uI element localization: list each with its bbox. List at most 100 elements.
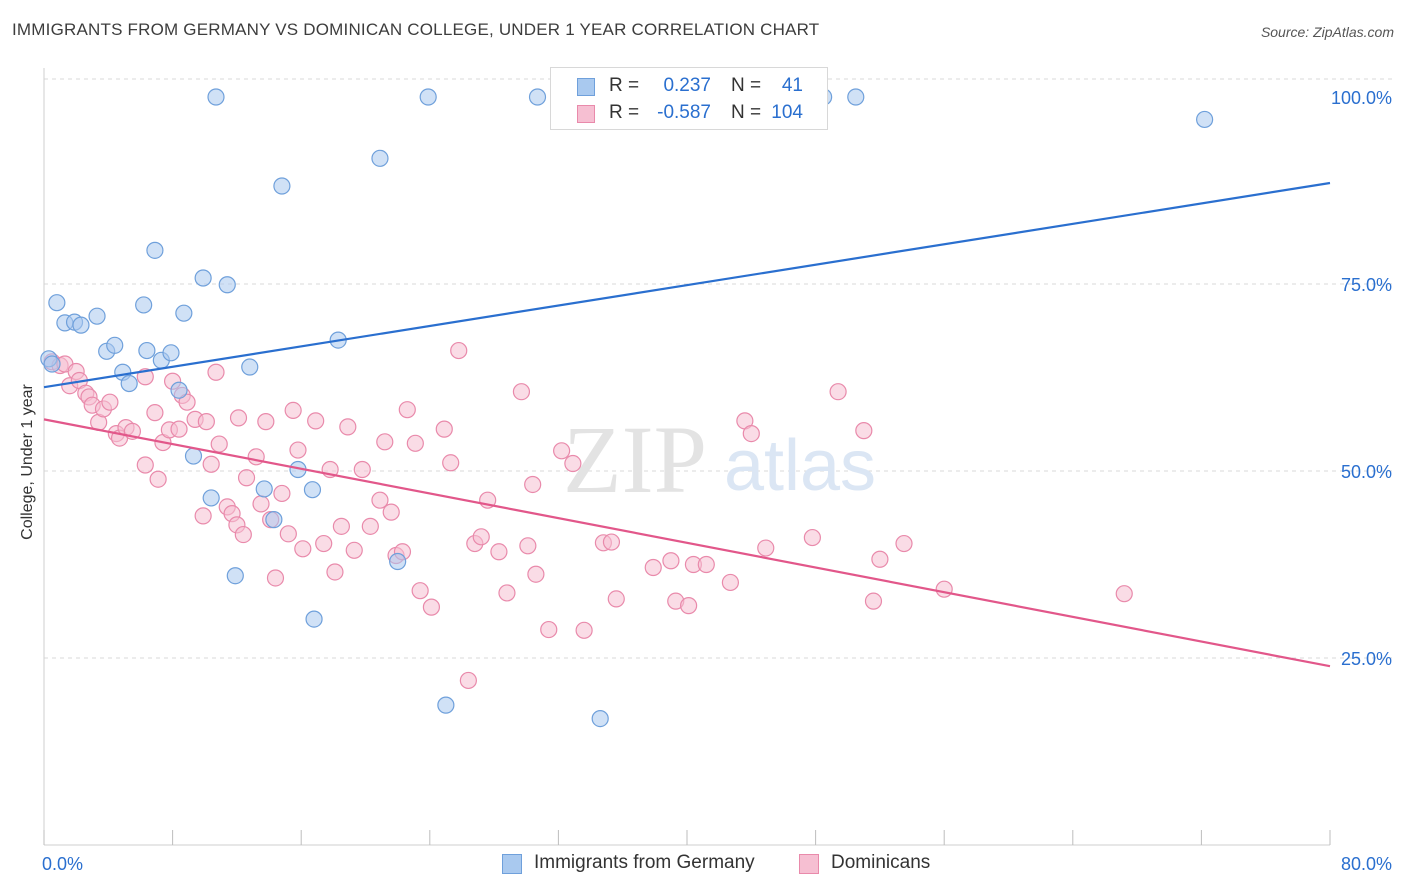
dominicans-point bbox=[864, 592, 883, 610]
germany-point bbox=[135, 296, 153, 314]
legend-n-label: N = bbox=[731, 102, 762, 123]
correlation-legend: R = 0.237 N = 41 R = -0.587 N = 104 bbox=[550, 67, 828, 130]
germany-point bbox=[305, 610, 323, 628]
dominicans-point bbox=[326, 563, 344, 581]
dominicans-point bbox=[247, 448, 265, 466]
dominicans-point bbox=[237, 469, 256, 487]
dominicans-point bbox=[382, 503, 400, 521]
dominicans-point bbox=[266, 569, 285, 587]
dominicans-point bbox=[855, 422, 873, 440]
dominicans-point bbox=[207, 363, 225, 381]
germany-point bbox=[419, 88, 437, 106]
dominicans-point bbox=[279, 525, 297, 543]
dominicans-point bbox=[1115, 585, 1133, 603]
dominicans-point bbox=[202, 455, 220, 473]
germany-point bbox=[218, 276, 236, 294]
source-label: Source: ZipAtlas.com bbox=[1260, 24, 1394, 40]
dominicans-point bbox=[527, 565, 545, 583]
legend-label-dominicans: Dominicans bbox=[831, 852, 931, 873]
germany-point bbox=[273, 177, 291, 195]
dominicans-point bbox=[680, 597, 698, 615]
dominicans-point bbox=[644, 558, 662, 577]
dominicans-point bbox=[136, 456, 154, 474]
dominicans-point bbox=[371, 491, 389, 509]
germany-point bbox=[146, 241, 164, 259]
legend-label-germany: Immigrants from Germany bbox=[534, 852, 755, 873]
dominicans-points bbox=[43, 341, 1133, 690]
germany-point bbox=[184, 447, 203, 465]
germany-point bbox=[303, 481, 322, 499]
dominicans-point bbox=[459, 671, 477, 690]
germany-point bbox=[202, 489, 220, 507]
dominicans-point bbox=[146, 404, 164, 422]
germany-point bbox=[106, 336, 124, 354]
germany-point bbox=[528, 88, 547, 106]
dominicans-point bbox=[895, 534, 913, 553]
dominicans-point bbox=[284, 401, 302, 420]
germany-point bbox=[170, 381, 188, 399]
legend-swatch-germany bbox=[502, 854, 522, 874]
germany-point bbox=[162, 344, 180, 362]
legend-row-germany: R = 0.237 N = 41 bbox=[551, 75, 827, 101]
dominicans-point bbox=[498, 584, 516, 602]
trend-lines bbox=[43, 181, 1331, 668]
legend-swatch-dominicans bbox=[799, 854, 819, 874]
legend-r-value: -0.587 bbox=[657, 102, 711, 123]
legend-r-value: 0.237 bbox=[663, 75, 711, 96]
dominicans-point bbox=[315, 534, 333, 553]
germany-point bbox=[88, 307, 106, 325]
dominicans-point bbox=[602, 533, 621, 551]
germany-point bbox=[48, 294, 66, 312]
dominicans-point bbox=[339, 418, 357, 436]
dominicans-point bbox=[294, 540, 312, 558]
legend-row-dominicans: R = -0.587 N = 104 bbox=[551, 102, 827, 128]
germany-point bbox=[371, 149, 389, 167]
y-tick-label: 75.0% bbox=[1341, 275, 1392, 295]
dominicans-point bbox=[149, 470, 167, 488]
dominicans-point bbox=[361, 517, 379, 535]
dominicans-point bbox=[376, 433, 394, 451]
dominicans-point bbox=[353, 460, 371, 479]
legend-swatch-dominicans bbox=[577, 105, 595, 123]
germany-points bbox=[40, 88, 1214, 728]
dominicans-point bbox=[435, 420, 453, 438]
dominicans-point bbox=[524, 475, 542, 494]
y-tick-label: 50.0% bbox=[1341, 462, 1392, 482]
dominicans-point bbox=[803, 528, 821, 547]
dominicans-point bbox=[229, 409, 248, 427]
dominicans-point bbox=[935, 580, 953, 598]
dominicans-point bbox=[411, 582, 429, 600]
germany-point bbox=[1196, 110, 1214, 129]
dominicans-point bbox=[307, 412, 325, 430]
dominicans-point bbox=[742, 425, 760, 443]
dominicans-point bbox=[210, 435, 228, 453]
germany-point bbox=[43, 355, 61, 373]
germany-point bbox=[175, 304, 193, 322]
dominicans-point bbox=[721, 573, 740, 592]
germany-point bbox=[255, 480, 273, 498]
dominicans-point bbox=[564, 454, 582, 473]
dominicans-trend-line bbox=[43, 418, 1331, 668]
dominicans-point bbox=[540, 620, 558, 639]
germany-point bbox=[847, 88, 865, 106]
germany-point bbox=[194, 269, 212, 287]
dominicans-point bbox=[512, 383, 531, 401]
dominicans-point bbox=[234, 525, 252, 544]
germany-point bbox=[120, 374, 138, 393]
dominicans-point bbox=[101, 393, 119, 411]
axis-layer bbox=[43, 68, 1331, 846]
watermark-zip: ZIP bbox=[563, 406, 707, 513]
y-tick-label: 100.0% bbox=[1331, 88, 1392, 108]
legend-swatch-germany bbox=[577, 78, 595, 96]
dominicans-point bbox=[398, 401, 416, 419]
dominicans-point bbox=[289, 441, 307, 459]
germany-point bbox=[72, 316, 90, 334]
y-tick-label: 25.0% bbox=[1341, 649, 1392, 669]
legend-n-label: N = bbox=[731, 75, 762, 96]
dominicans-point bbox=[422, 598, 441, 616]
dominicans-point bbox=[170, 420, 188, 438]
dominicans-point bbox=[553, 442, 571, 460]
legend-n-value: 41 bbox=[781, 75, 803, 96]
legend-r-label: R = bbox=[609, 75, 640, 96]
germany-point bbox=[241, 358, 259, 376]
